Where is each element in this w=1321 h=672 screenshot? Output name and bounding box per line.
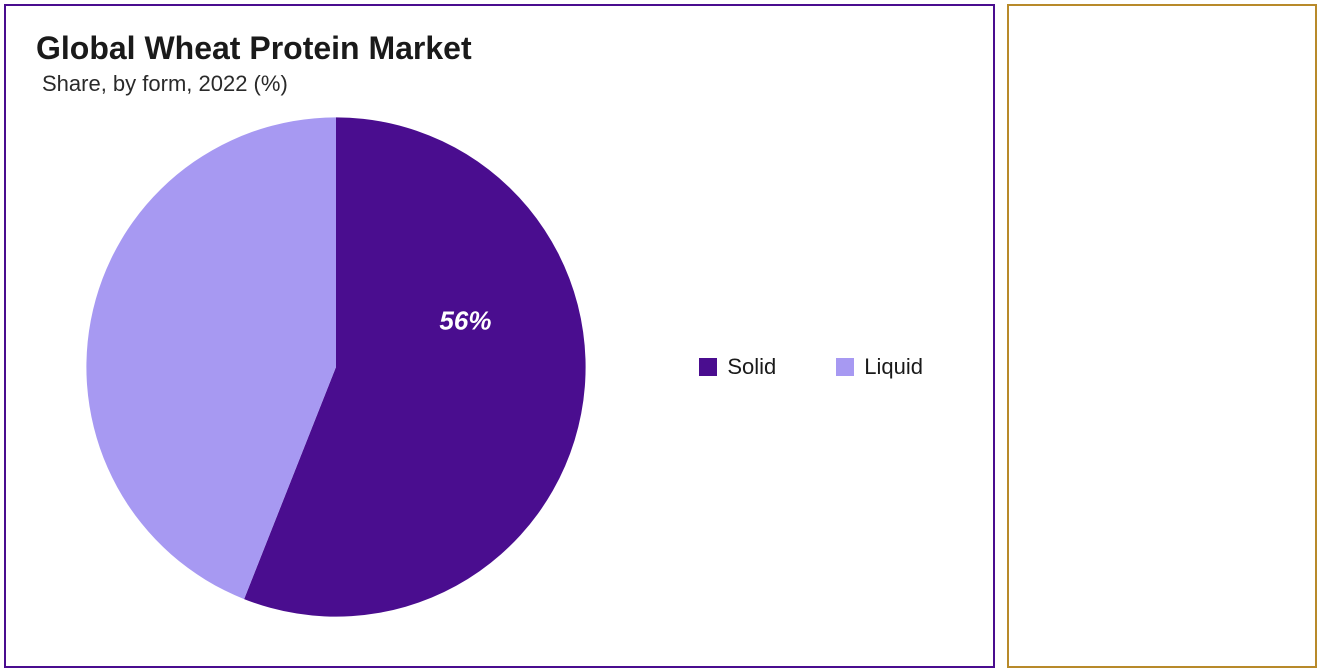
stat-sublabel: (USD Billion), 2022 [1073, 279, 1251, 304]
growth-arrows-icon: $ [1032, 496, 1292, 668]
stat-sublabel: 2022-2032 [1103, 459, 1222, 484]
brand-name: market.us [1109, 54, 1288, 84]
chart-subtitle: Share, by form, 2022 (%) [42, 71, 963, 97]
brand-text: market.us ONE STOP SHOP FOR THE REPORTS [1109, 54, 1288, 96]
legend-swatch [836, 358, 854, 376]
legend: Solid Liquid [699, 354, 923, 380]
brand-logo-icon: .nu [1037, 46, 1095, 104]
legend-item-liquid: Liquid [836, 354, 923, 380]
stat-label: CAGR [1103, 434, 1222, 459]
stat-market-size: 5.3 Total Market Size (USD Billion), 202… [1073, 194, 1251, 304]
pie-chart: 56% [76, 107, 596, 627]
stat-cagr: 3.4% CAGR 2022-2032 [1103, 374, 1222, 484]
stat-value: 3.4% [1103, 374, 1222, 426]
brand: .nu market.us ONE STOP SHOP FOR THE REPO… [1037, 46, 1288, 104]
stat-label: Total Market Size [1073, 254, 1251, 279]
dollar-icon: $ [1155, 502, 1170, 532]
pie-svg [76, 107, 596, 627]
legend-label: Solid [727, 354, 776, 380]
pie-slice-label: 56% [439, 306, 491, 337]
info-panel: .nu market.us ONE STOP SHOP FOR THE REPO… [1007, 4, 1317, 668]
chart-area: 56% Solid Liquid [36, 107, 963, 627]
chart-panel: Global Wheat Protein Market Share, by fo… [4, 4, 995, 668]
legend-label: Liquid [864, 354, 923, 380]
chart-title: Global Wheat Protein Market [36, 30, 963, 67]
legend-swatch [699, 358, 717, 376]
stat-value: 5.3 [1073, 194, 1251, 246]
brand-tagline: ONE STOP SHOP FOR THE REPORTS [1109, 88, 1288, 96]
legend-item-solid: Solid [699, 354, 776, 380]
